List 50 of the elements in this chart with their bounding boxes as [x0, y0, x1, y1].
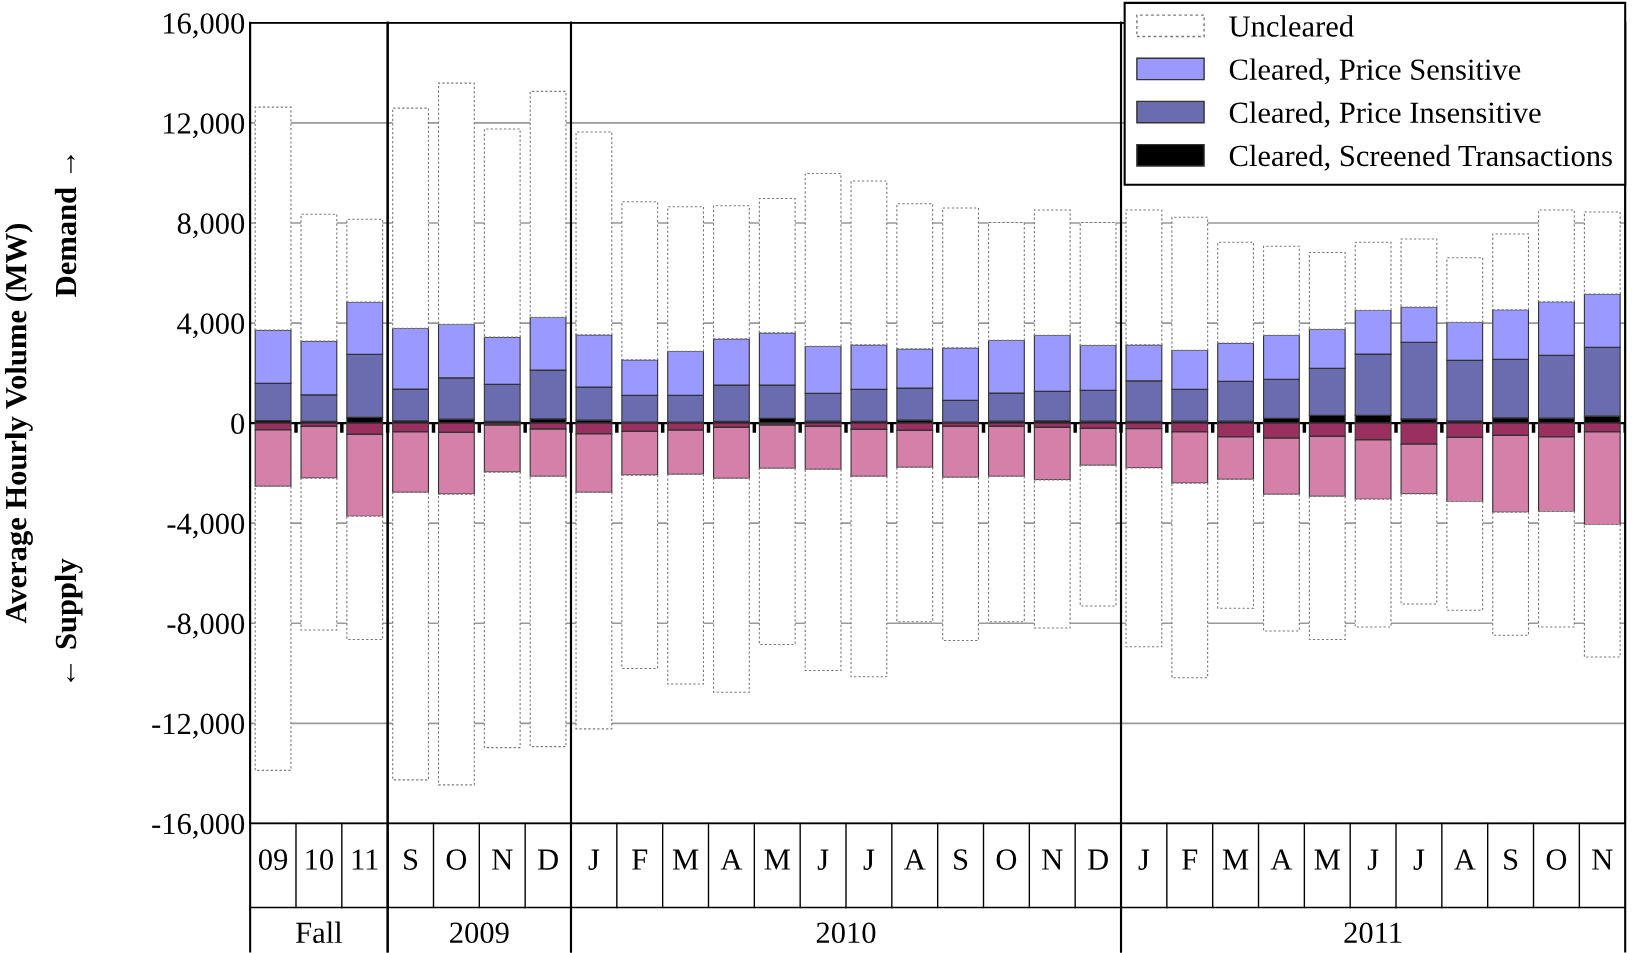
x-tick-label: D [537, 849, 558, 870]
y-tick-label: -16,000 [152, 813, 245, 839]
x-tick-label: F [1182, 849, 1198, 870]
y-tick-label: -12,000 [152, 713, 245, 739]
legend-label: Cleared, Price Insensitive [1229, 101, 1541, 128]
legend-label: Cleared, Price Sensitive [1229, 58, 1521, 85]
x-tick-label: M [764, 849, 790, 870]
text: Demand → [54, 154, 77, 297]
legend-label: Uncleared [1229, 15, 1354, 37]
y-tick-label: 8,000 [177, 213, 245, 239]
x-tick-label: N [1592, 849, 1613, 870]
x-tick-label: J [817, 849, 829, 870]
text: ← Supply [54, 558, 83, 682]
x-tick-label: 09 [258, 849, 288, 870]
y-tick-label: 12,000 [163, 113, 245, 139]
x-tick-label: M [1222, 849, 1249, 870]
y-tick-label: -4,000 [167, 513, 245, 539]
x-tick-label: A [904, 849, 926, 870]
x-tick-label: J [1138, 849, 1150, 870]
x-tick-label: S [954, 849, 968, 870]
text: 2009 [450, 922, 509, 944]
y-tick-label: -8,000 [167, 613, 245, 639]
x-tick-label: A [1454, 849, 1476, 870]
x-tick-label: O [446, 849, 467, 870]
x-tick-label: N [1042, 849, 1063, 870]
x-tick-label: 11 [352, 849, 378, 870]
x-tick-label: A [720, 849, 743, 870]
x-tick-label: O [996, 849, 1017, 870]
x-tick-label: J [863, 849, 875, 870]
x-tick-label: S [404, 849, 418, 870]
text: 2011 [1344, 922, 1402, 944]
x-tick-label: O [1546, 849, 1567, 870]
x-tick-label: 10 [306, 849, 334, 870]
legend-label: Cleared, Screened Transactions [1229, 144, 1612, 171]
text: 2010 [816, 922, 876, 944]
x-tick-label: J [588, 849, 600, 870]
x-tick-label: F [632, 849, 648, 870]
y-tick-label: 4,000 [177, 313, 245, 339]
x-tick-label: J [1367, 849, 1379, 870]
x-tick-label: A [1270, 849, 1293, 870]
text: Fall [296, 921, 343, 944]
x-tick-label: J [1413, 849, 1425, 870]
x-tick-label: M [672, 849, 699, 870]
x-tick-label: M [1314, 849, 1340, 870]
x-tick-label: N [492, 849, 513, 870]
x-tick-label: S [1504, 849, 1518, 870]
x-tick-label: D [1087, 849, 1108, 870]
y-tick-label: 16,000 [163, 13, 245, 39]
y-tick-label: 0 [231, 413, 245, 435]
y-axis-title: Average Hourly Volume (MW) [4, 224, 33, 624]
